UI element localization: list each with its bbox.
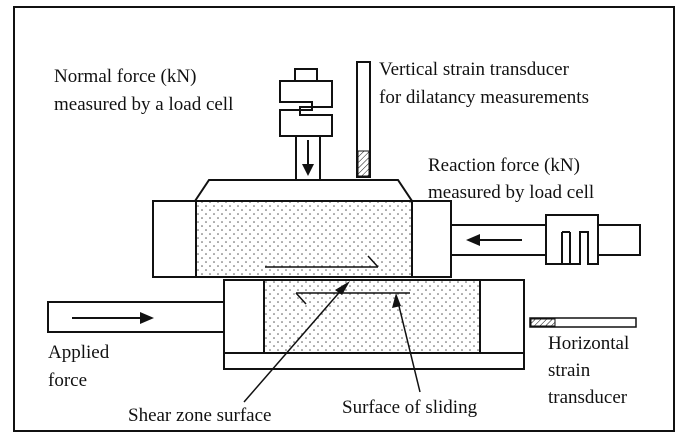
horizontal-strain-label-line2: strain xyxy=(548,360,591,381)
horizontal-strain-label-line3: transducer xyxy=(548,387,628,408)
normal-load-cell xyxy=(279,68,333,137)
surface-sliding-label: Surface of sliding xyxy=(342,397,478,418)
shear-zone-leader xyxy=(243,281,350,403)
upper-slide-indicator xyxy=(265,255,379,268)
reaction-force-label-line2: measured by load cell xyxy=(428,182,594,203)
outer-frame xyxy=(13,6,675,432)
reaction-force-label-line1: Reaction force (kN) xyxy=(428,155,580,176)
lower-sample xyxy=(263,279,481,354)
reaction-force-arrow-head xyxy=(466,234,480,246)
normal-force-arrow-head xyxy=(302,164,314,176)
shear-zone-label: Shear zone surface xyxy=(128,405,271,426)
vertical-strain-label-line1: Vertical strain transducer xyxy=(379,59,570,80)
normal-force-label-line1: Normal force (kN) xyxy=(54,66,196,87)
sliding-surface-leader xyxy=(392,293,421,393)
lower-slide-indicator xyxy=(295,292,410,305)
vertical-strain-transducer xyxy=(356,61,371,178)
horizontal-strain-label-line1: Horizontal xyxy=(548,333,629,354)
applied-force-arrow-head xyxy=(140,312,154,324)
normal-force-rod xyxy=(295,136,321,180)
base-plate xyxy=(223,352,525,370)
applied-force-label-line2: force xyxy=(48,370,87,391)
loading-cap xyxy=(193,179,414,202)
horizontal-strain-transducer xyxy=(529,317,637,328)
applied-force-label-line1: Applied xyxy=(48,342,110,363)
reaction-load-cell xyxy=(545,214,641,265)
upper-sample xyxy=(195,200,413,278)
normal-force-label-line2: measured by a load cell xyxy=(54,94,233,115)
vertical-strain-label-line2: for dilatancy measurements xyxy=(379,87,589,108)
